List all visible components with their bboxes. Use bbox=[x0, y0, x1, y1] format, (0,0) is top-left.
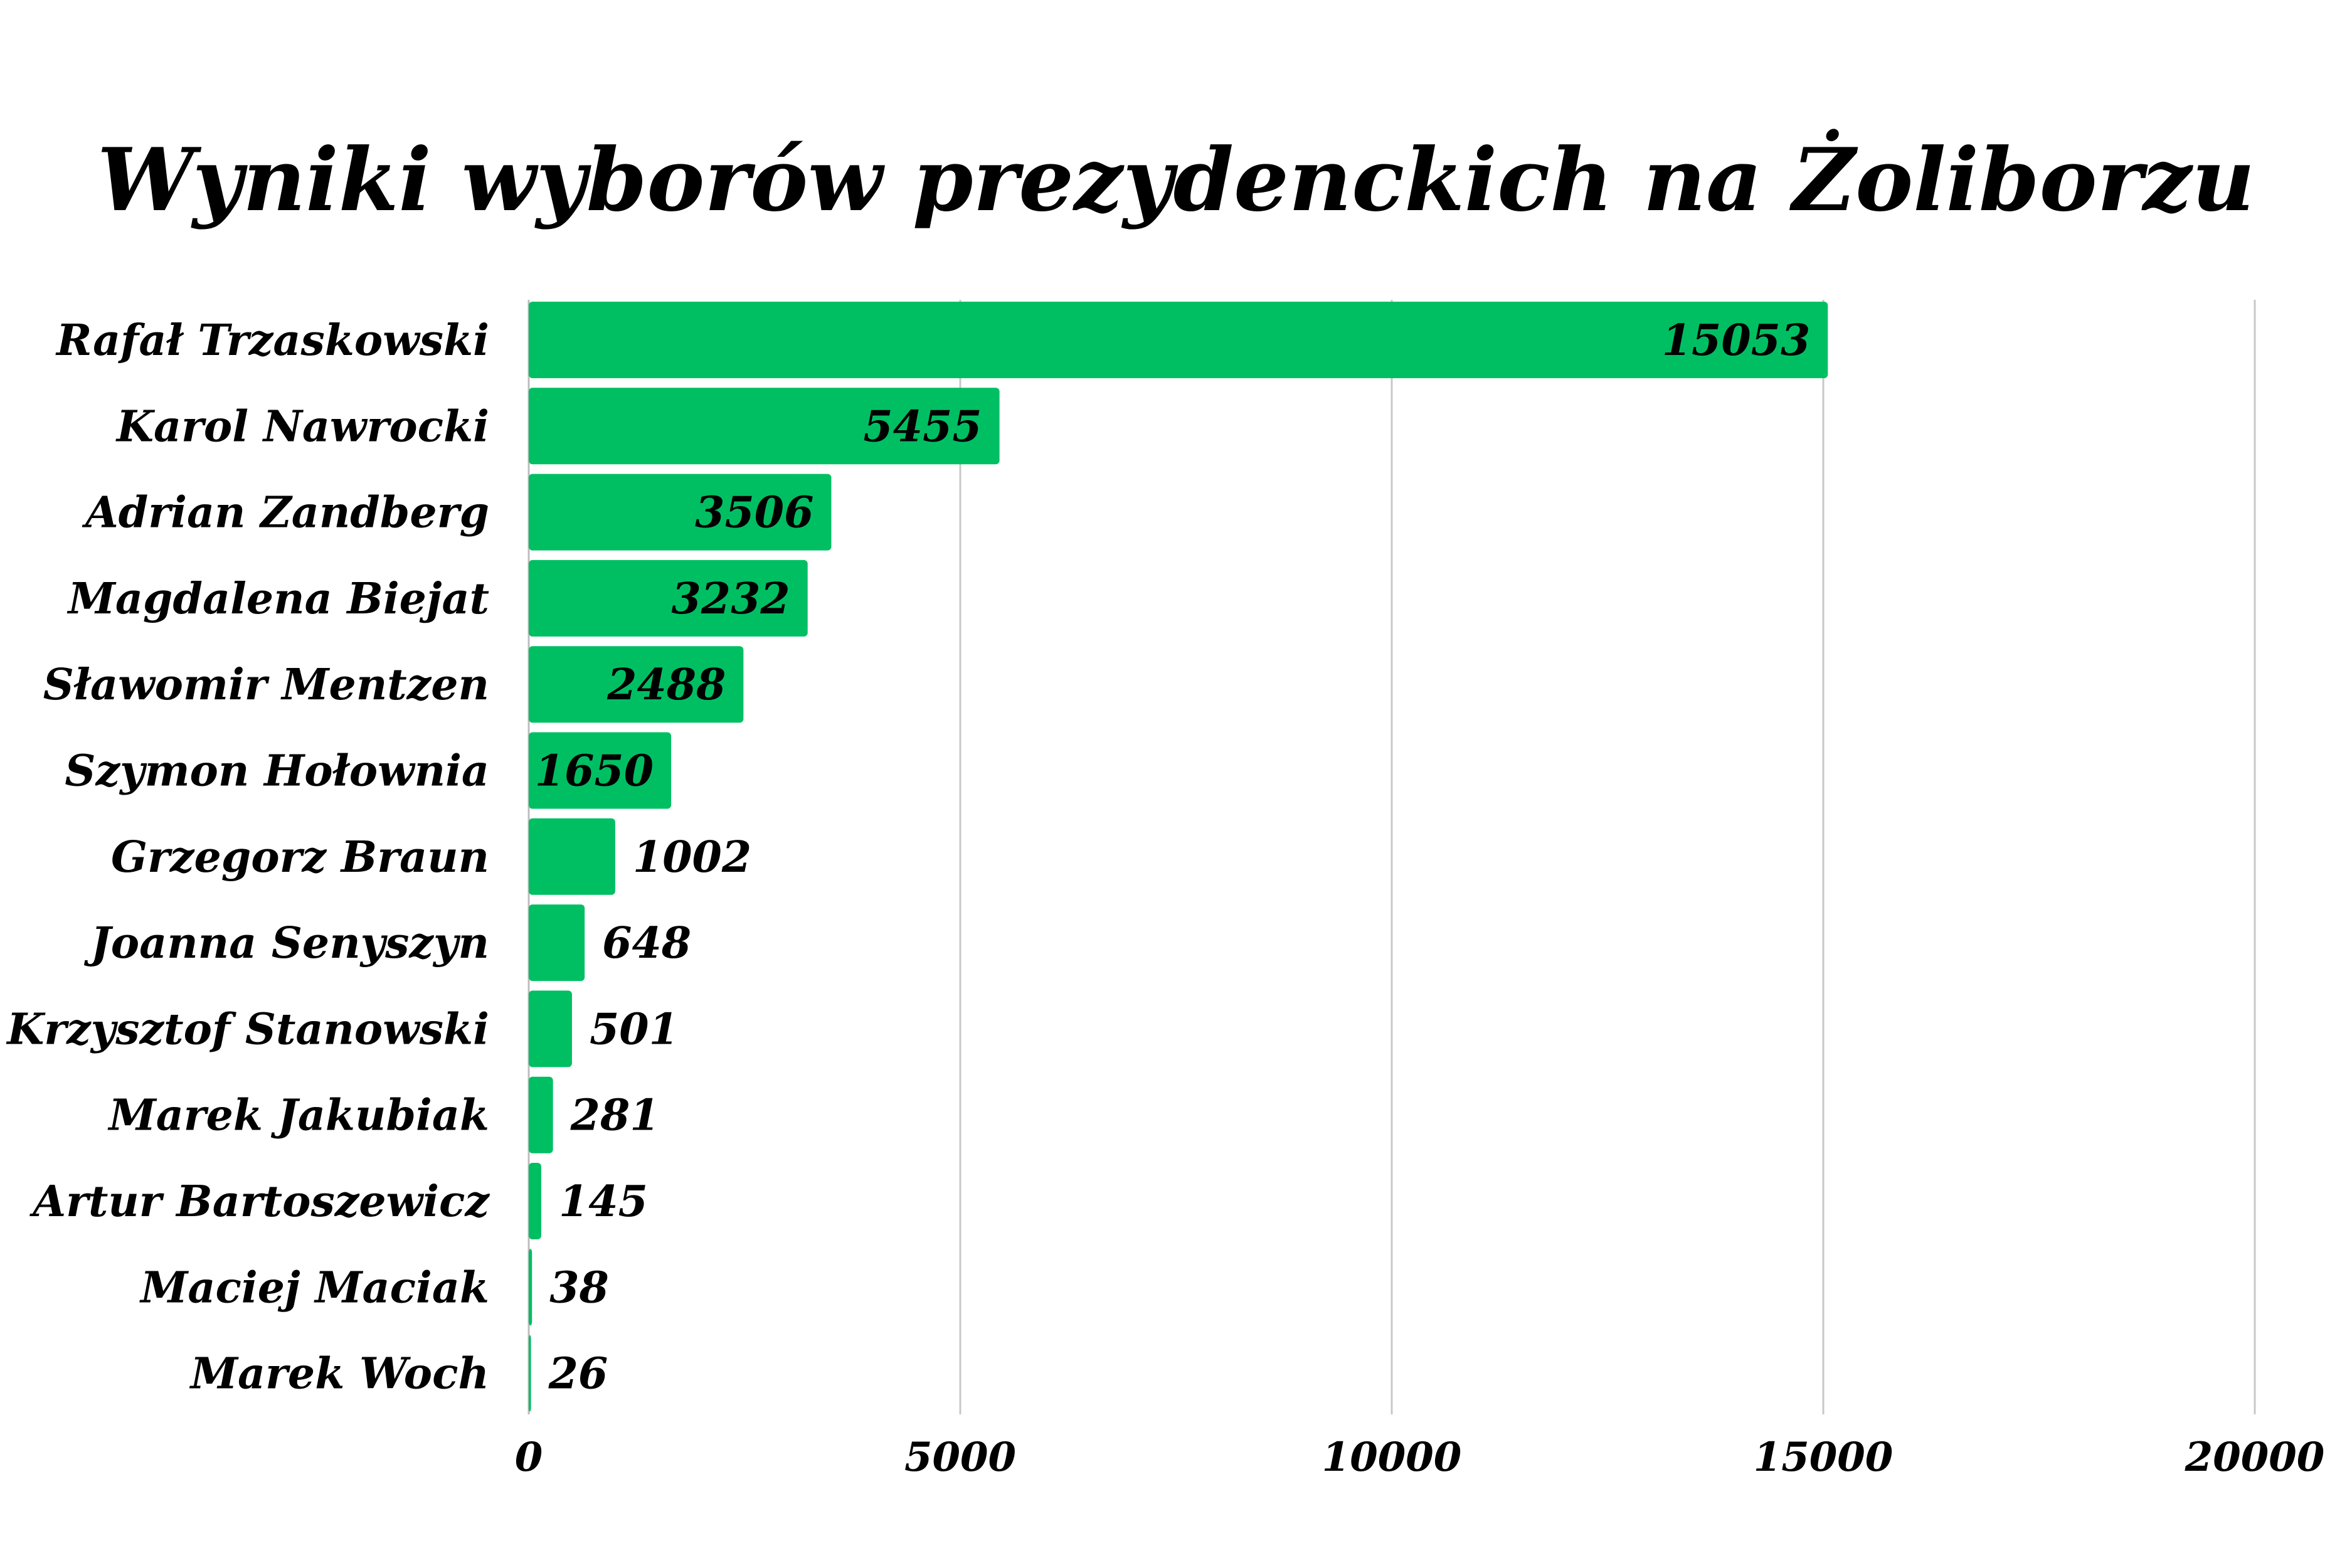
category-label: Joanna Senyszyn bbox=[84, 918, 489, 968]
category-label: Marek Jakubiak bbox=[107, 1091, 489, 1141]
category-labels: Rafał Trzaskowski Karol Nawrocki Adrian Za… bbox=[6, 315, 490, 1399]
category-label: Karol Nawrocki bbox=[115, 401, 489, 452]
category-label: Artur Bartoszewicz bbox=[29, 1177, 490, 1227]
category-label: Magdalena Biejat bbox=[67, 574, 489, 624]
bar bbox=[529, 1335, 531, 1412]
bar bbox=[529, 990, 572, 1067]
bar bbox=[529, 302, 1828, 378]
value-label: 15053 bbox=[1662, 315, 1811, 366]
x-axis-tick-labels: 0 5000 10000 15000 20000 bbox=[515, 1434, 2325, 1481]
value-label: 145 bbox=[559, 1177, 648, 1227]
bar bbox=[529, 904, 585, 982]
category-label: Sławomir Mentzen bbox=[43, 660, 489, 710]
value-label: 281 bbox=[570, 1091, 660, 1141]
value-label: 26 bbox=[548, 1349, 608, 1399]
bar bbox=[529, 732, 672, 809]
x-tick-label: 15000 bbox=[1754, 1434, 1894, 1481]
bar bbox=[529, 1163, 541, 1239]
x-tick-label: 20000 bbox=[2185, 1434, 2325, 1481]
value-label: 5455 bbox=[863, 401, 982, 452]
x-tick-label: 0 bbox=[515, 1434, 543, 1481]
value-label: 38 bbox=[549, 1263, 609, 1313]
bar bbox=[529, 474, 832, 551]
value-label: 501 bbox=[590, 1004, 679, 1054]
bar bbox=[529, 646, 744, 723]
value-labels: 15053 5455 3506 3232 2488 1650 1002 648 501 281 14… bbox=[535, 315, 1811, 1399]
bar bbox=[529, 1076, 553, 1153]
category-label: Szymon Hołownia bbox=[65, 746, 489, 797]
category-label: Krzysztof Stanowski bbox=[6, 1004, 489, 1054]
bar bbox=[529, 1249, 532, 1326]
category-label: Adrian Zandberg bbox=[82, 488, 489, 538]
value-label: 1002 bbox=[633, 832, 751, 882]
value-label: 3506 bbox=[695, 488, 813, 538]
x-tick-label: 10000 bbox=[1322, 1434, 1462, 1481]
value-label: 3232 bbox=[671, 574, 790, 624]
category-label: Grzegorz Braun bbox=[111, 832, 489, 882]
category-label: Marek Woch bbox=[189, 1349, 489, 1399]
bar bbox=[529, 388, 1000, 465]
category-label: Maciej Maciak bbox=[139, 1263, 489, 1313]
bar bbox=[529, 559, 808, 637]
x-tick-label: 5000 bbox=[904, 1434, 1016, 1481]
value-label: 1650 bbox=[535, 746, 654, 797]
category-label: Rafał Trzaskowski bbox=[55, 315, 489, 366]
value-label: 648 bbox=[602, 918, 691, 968]
chart-title: Wyniki wyborów prezydenckich na Żoliborz… bbox=[97, 129, 2255, 231]
value-label: 2488 bbox=[607, 660, 726, 710]
bar bbox=[529, 818, 615, 895]
gridlines bbox=[527, 300, 2256, 1414]
bars bbox=[529, 302, 1828, 1412]
